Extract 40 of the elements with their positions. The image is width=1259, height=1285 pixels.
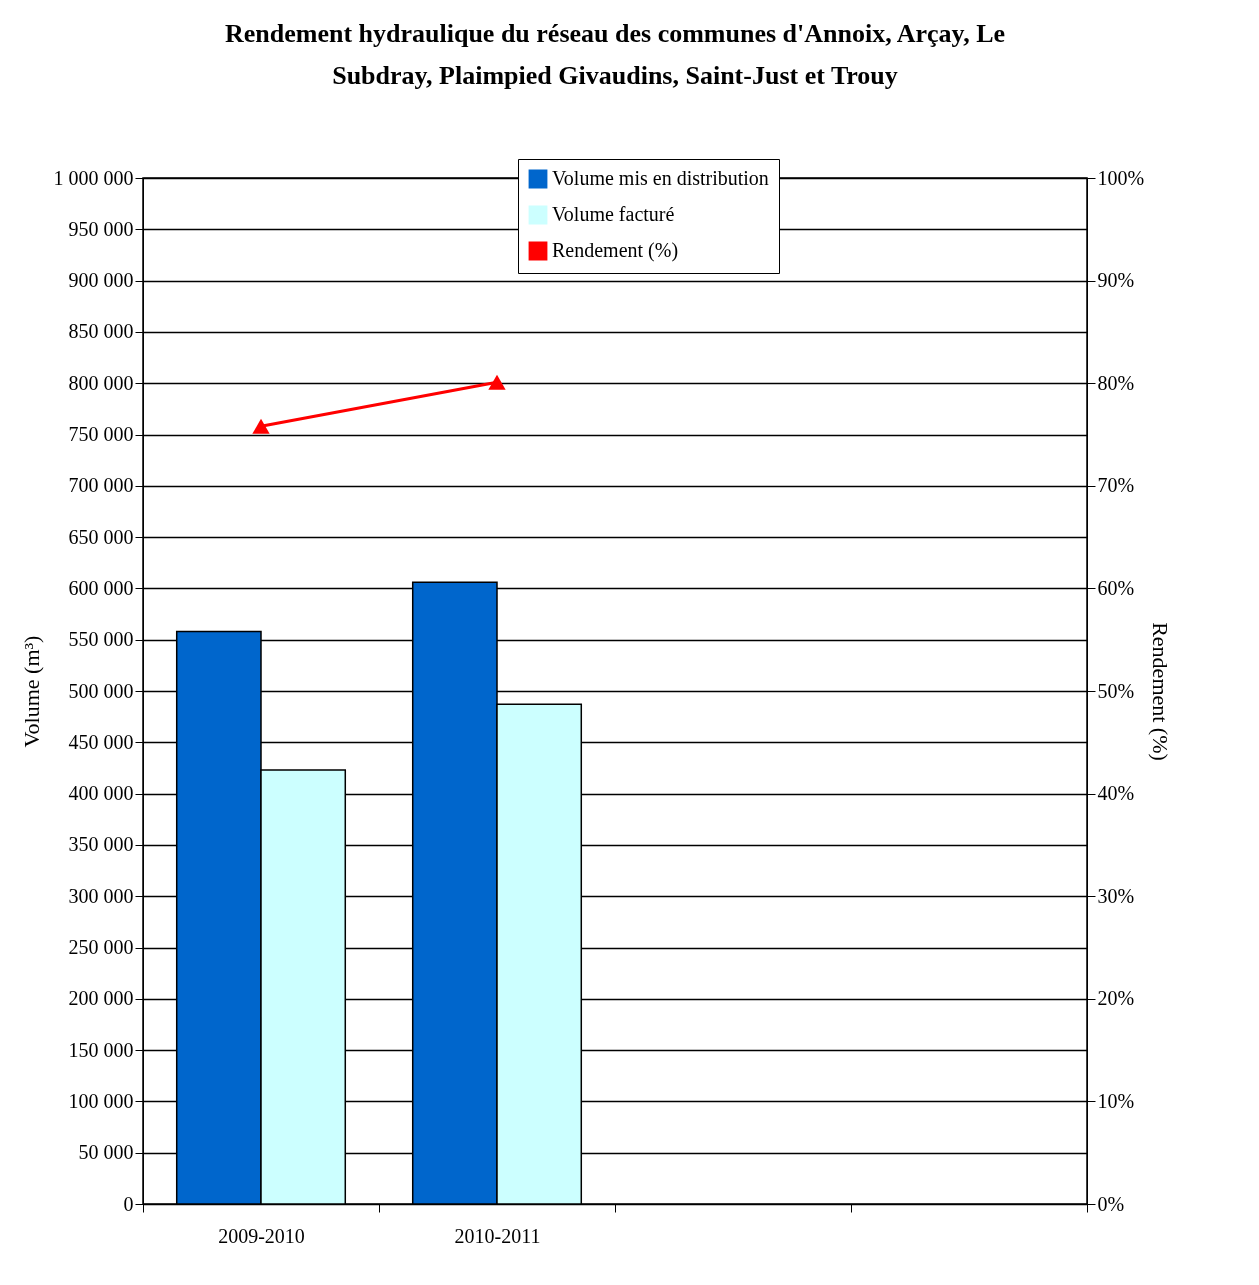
- y-tick-label: 850 000: [68, 320, 134, 343]
- y2-tick-label: 40%: [1097, 782, 1135, 805]
- y-tick-label: 300 000: [68, 884, 134, 907]
- y2-tick-label: 20%: [1097, 987, 1135, 1010]
- y-tick-label: 950 000: [68, 217, 134, 240]
- y2-tick-label: 70%: [1097, 474, 1135, 497]
- y2-tick-label: 0%: [1097, 1192, 1125, 1215]
- y-tick-label: 650 000: [68, 525, 134, 548]
- y-tick-label: 100 000: [68, 1089, 134, 1112]
- legend-label: Rendement (%): [552, 239, 679, 262]
- y2-tick-label: 80%: [1097, 371, 1135, 394]
- y2-tick-label: 60%: [1097, 576, 1135, 599]
- legend-label: Volume mis en distribution: [552, 167, 769, 189]
- y-tick-label: 500 000: [68, 679, 134, 702]
- legend-label: Volume facturé: [552, 203, 675, 225]
- y-tick-label: 450 000: [68, 730, 134, 753]
- chart-title: Rendement hydraulique du réseau des communes d'Annoix, Arçay, Le Subdray, Plaimpied Givaudins, Saint-Just et Trouy: [224, 18, 1006, 90]
- y-tick-label: 350 000: [68, 833, 134, 856]
- y-tick-label: 250 000: [68, 936, 134, 958]
- y-tick-label: 150 000: [68, 1038, 134, 1061]
- y2-tick-label: 10%: [1097, 1089, 1135, 1112]
- y2-tick-label: 30%: [1097, 884, 1135, 907]
- y-tick-label: 800 000: [68, 371, 134, 394]
- y-tick-label: 600 000: [68, 576, 134, 599]
- y2-tick-label: 100%: [1097, 166, 1145, 189]
- y-tick-label: 700 000: [68, 474, 134, 497]
- x-tick-label: 2009-2010: [218, 1224, 305, 1247]
- y-tick-label: 550 000: [68, 628, 134, 651]
- y-tick-label: 750 000: [68, 423, 134, 445]
- y-tick-label: 400 000: [68, 782, 134, 805]
- y2-axis-title: Rendement (%): [1148, 622, 1174, 761]
- y2-tick-label: 90%: [1097, 269, 1135, 292]
- y-tick-label: 900 000: [68, 269, 134, 292]
- y-tick-label: 1 000 000: [53, 166, 134, 189]
- x-tick-label: 2010-2011: [454, 1224, 541, 1247]
- y2-tick-label: 50%: [1097, 679, 1135, 702]
- y-axis-title: Volume (m³): [18, 635, 44, 748]
- y-tick-label: 0: [123, 1192, 134, 1215]
- y-tick-label: 200 000: [68, 987, 134, 1010]
- y-tick-label: 50 000: [78, 1141, 134, 1164]
